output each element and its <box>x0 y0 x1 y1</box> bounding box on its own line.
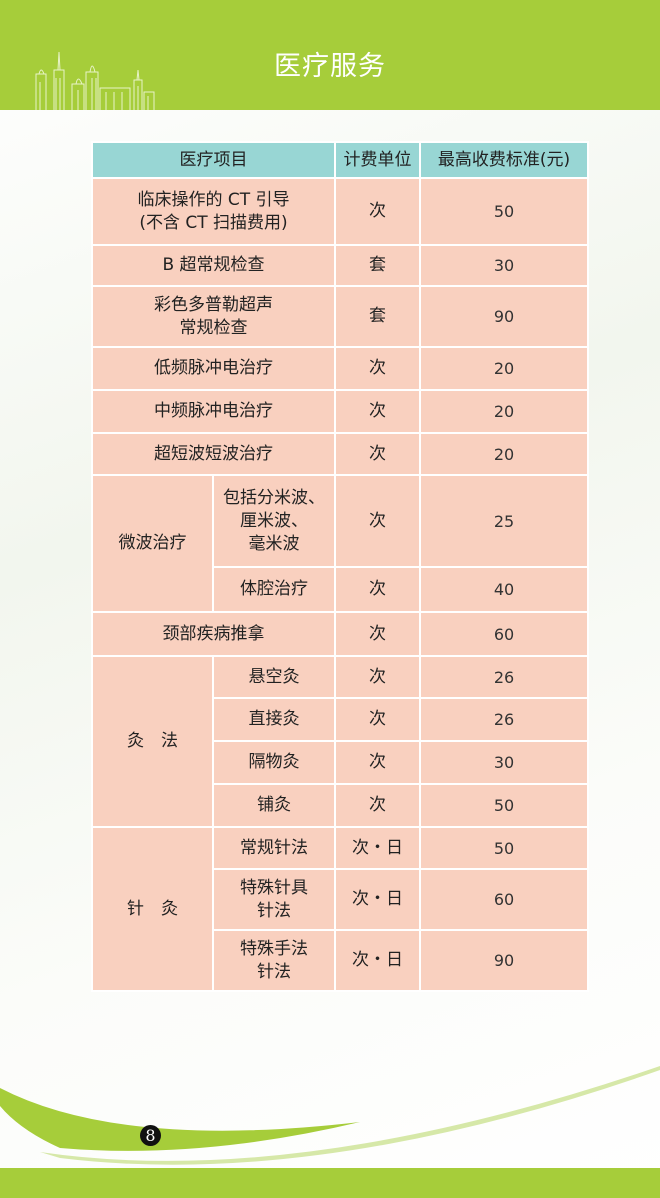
medical-fee-table: 医疗项目 计费单位 最高收费标准(元) 临床操作的 CT 引导 (不含 CT 扫描… <box>91 141 589 992</box>
item-cell: 中频脉冲电治疗 <box>91 389 336 434</box>
table-row: 特殊手法 针法 次・日 90 <box>92 929 589 992</box>
unit-cell: 套 <box>334 285 421 348</box>
price-cell: 25 <box>419 474 589 568</box>
price-cell: 50 <box>419 177 589 246</box>
city-skyline-icon <box>35 52 155 110</box>
header-item: 医疗项目 <box>91 141 336 179</box>
table-header-row: 医疗项目 计费单位 最高收费标准(元) <box>91 141 589 179</box>
group-cell: 针 灸 <box>91 826 214 992</box>
unit-cell: 次・日 <box>334 929 421 992</box>
unit-cell: 套 <box>334 244 421 287</box>
unit-cell: 次 <box>334 346 421 391</box>
table-row: 直接灸次 26 <box>92 697 589 742</box>
item-cell: 悬空灸 <box>212 655 336 699</box>
unit-cell: 次 <box>334 432 421 476</box>
item-cell: 低频脉冲电治疗 <box>91 346 336 391</box>
header-bar <box>0 0 660 110</box>
price-cell: 60 <box>419 868 589 931</box>
table-row: B 超常规检查套 30 <box>91 244 589 287</box>
table-row: 特殊针具 针法 次・日 60 <box>92 868 589 931</box>
price-cell: 60 <box>419 611 589 657</box>
group-cell: 灸 法 <box>91 655 214 828</box>
table-row: 中频脉冲电治疗次 20 <box>91 389 589 434</box>
unit-cell: 次 <box>334 474 421 568</box>
table-row: 颈部疾病推拿次 60 <box>91 611 589 657</box>
price-cell: 50 <box>419 783 589 828</box>
unit-cell: 次 <box>334 655 421 699</box>
unit-cell: 次 <box>334 566 421 613</box>
unit-cell: 次・日 <box>334 826 421 870</box>
item-cell: 包括分米波、 厘米波、 毫米波 <box>212 474 336 568</box>
table-row: 彩色多普勒超声 常规检查套 90 <box>91 285 589 348</box>
table-row: 超短波短波治疗次 20 <box>91 432 589 476</box>
item-cell: 常规针法 <box>212 826 336 870</box>
item-cell: 临床操作的 CT 引导 (不含 CT 扫描费用) <box>91 177 336 246</box>
page-number: 8 <box>140 1125 161 1146</box>
item-cell: 颈部疾病推拿 <box>91 611 336 657</box>
item-cell: 铺灸 <box>212 783 336 828</box>
price-cell: 30 <box>419 244 589 287</box>
item-cell: 超短波短波治疗 <box>91 432 336 476</box>
header-price: 最高收费标准(元) <box>419 141 589 179</box>
unit-cell: 次 <box>334 611 421 657</box>
item-cell: 彩色多普勒超声 常规检查 <box>91 285 336 348</box>
unit-cell: 次 <box>334 389 421 434</box>
item-cell: B 超常规检查 <box>91 244 336 287</box>
table-row: 隔物灸次 30 <box>92 740 589 785</box>
header-unit: 计费单位 <box>334 141 421 179</box>
unit-cell: 次・日 <box>334 868 421 931</box>
price-cell: 26 <box>419 697 589 742</box>
price-cell: 26 <box>419 655 589 699</box>
unit-cell: 次 <box>334 177 421 246</box>
table-row: 体腔治疗次 40 <box>92 566 589 613</box>
item-cell: 特殊手法 针法 <box>212 929 336 992</box>
table-row: 临床操作的 CT 引导 (不含 CT 扫描费用) 次 50 <box>91 177 589 246</box>
decorative-swoosh <box>0 1066 660 1165</box>
item-cell: 体腔治疗 <box>212 566 336 613</box>
price-cell: 30 <box>419 740 589 785</box>
price-cell: 20 <box>419 389 589 434</box>
table-row: 灸 法悬空灸次 26 <box>91 655 589 828</box>
unit-cell: 次 <box>334 740 421 785</box>
group-cell: 微波治疗 <box>91 474 214 613</box>
footer-bar <box>0 1168 660 1198</box>
table-row: 微波治疗 包括分米波、 厘米波、 毫米波次 25 <box>91 474 589 613</box>
price-cell: 90 <box>419 285 589 348</box>
unit-cell: 次 <box>334 697 421 742</box>
price-cell: 90 <box>419 929 589 992</box>
table-row: 低频脉冲电治疗次 20 <box>91 346 589 391</box>
table-row: 铺灸次 50 <box>92 783 589 828</box>
item-cell: 直接灸 <box>212 697 336 742</box>
price-cell: 40 <box>419 566 589 613</box>
table-row: 针 灸常规针法 次・日 50 <box>91 826 589 992</box>
page-title: 医疗服务 <box>274 51 386 82</box>
price-cell: 50 <box>419 826 589 870</box>
item-cell: 隔物灸 <box>212 740 336 785</box>
price-cell: 20 <box>419 346 589 391</box>
unit-cell: 次 <box>334 783 421 828</box>
price-cell: 20 <box>419 432 589 476</box>
item-cell: 特殊针具 针法 <box>212 868 336 931</box>
